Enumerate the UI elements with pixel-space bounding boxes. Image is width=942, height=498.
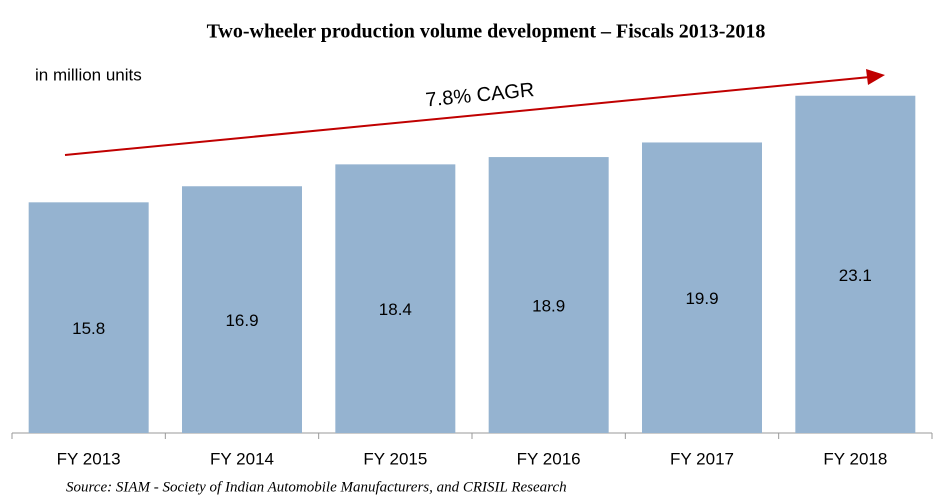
value-label: 18.4: [379, 300, 412, 319]
x-tick-label: FY 2015: [363, 449, 427, 468]
value-label: 23.1: [839, 266, 872, 285]
cagr-label: 7.8% CAGR: [425, 79, 536, 111]
x-tick-label: FY 2016: [517, 449, 581, 468]
cagr-arrow: [64, 76, 871, 156]
bar: [642, 142, 762, 433]
value-label: 16.9: [225, 311, 258, 330]
chart-title: Two-wheeler production volume developmen…: [207, 21, 766, 43]
arrow-head: [866, 69, 885, 85]
value-label: 15.8: [72, 319, 105, 338]
bar: [795, 95, 916, 434]
bar: [182, 186, 302, 433]
x-tick-label: FY 2013: [57, 449, 121, 468]
source: Source: SIAM - Society of Indian Automob…: [66, 479, 567, 495]
value-label: 18.9: [532, 297, 565, 316]
bar: [28, 202, 149, 433]
value-label: 19.9: [685, 289, 718, 308]
bar: [488, 157, 609, 433]
subtitle: in million units: [35, 65, 142, 84]
bar: [335, 164, 456, 434]
x-tick-label: FY 2018: [823, 449, 887, 468]
x-tick-label: FY 2014: [210, 449, 274, 468]
x-tick-label: FY 2017: [670, 449, 734, 468]
